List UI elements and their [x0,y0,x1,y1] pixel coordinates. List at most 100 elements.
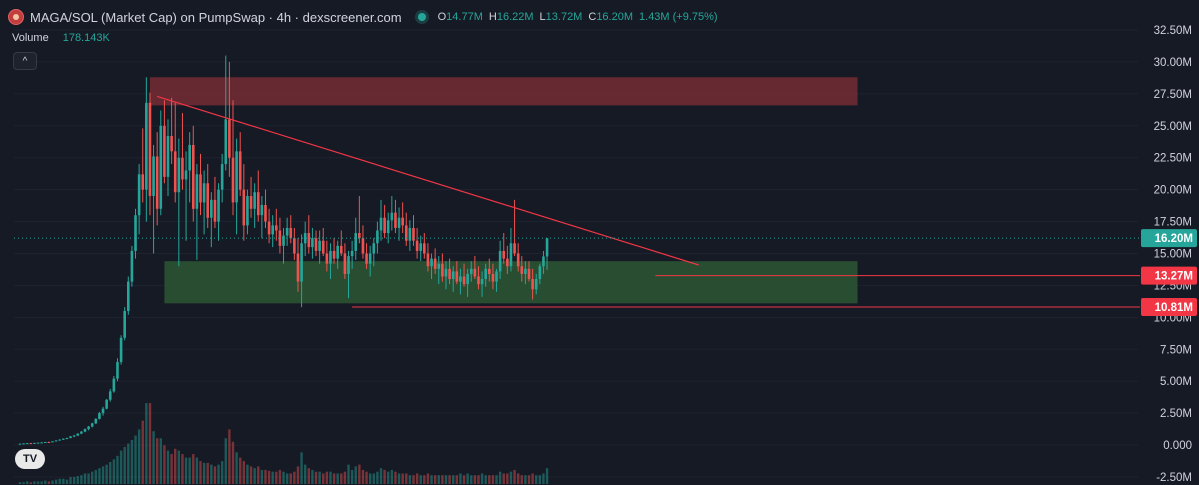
candle-body [488,268,491,274]
volume-bar [235,452,238,484]
live-status-icon [417,13,426,21]
candle-body [87,426,90,430]
volume-bar [33,481,36,484]
candle [173,102,177,203]
resistance-zone [149,77,858,106]
candle-body [390,212,394,221]
candle-body [498,250,502,272]
volume-bar [275,471,278,484]
candle [354,217,358,260]
volume-bar [65,479,69,484]
volume-bar [54,479,58,484]
candle-body [347,256,350,274]
y-tick-label: 7.50M [1160,344,1192,356]
candle-body [477,276,480,285]
volume-bar [448,475,451,484]
candle-body [451,271,455,280]
candle [264,189,267,228]
candle [145,77,148,222]
candle-body [166,136,170,177]
candle-body [293,238,296,254]
candle [527,261,531,282]
chart-title: MAGA/SOL (Market Cap) on PumpSwap · 4h ·… [30,9,402,25]
volume-bar [177,450,181,484]
candle [459,268,462,295]
candle [419,235,423,262]
volume-bar [473,475,477,484]
candle [235,138,238,235]
candle [134,208,137,259]
volume-bar [141,420,144,484]
volume-bar [239,457,242,484]
volume-bar [296,466,300,484]
candle-body [246,196,249,226]
volume-bar [390,469,394,484]
candle-body [469,268,473,274]
candle [22,443,25,445]
volume-bar [354,466,357,484]
y-tick-label: 15.00M [1154,249,1192,261]
candle [506,245,509,274]
close-value: 16.20M [596,11,634,23]
candle-body [430,258,433,267]
candle [502,233,506,264]
volume-bar [361,469,365,484]
candle [495,268,498,292]
candle-body [433,258,437,269]
candle-body [40,442,43,444]
candle [51,441,54,443]
candle [141,128,145,203]
candle-body [256,192,260,216]
candle-body [321,240,325,254]
candle-body [462,276,466,285]
candle-body [401,217,404,226]
candle [415,227,419,259]
volume-bar [246,464,249,484]
y-tick-label: 5.00M [1160,376,1192,388]
candle-body [130,250,134,282]
volume-bar [112,459,116,484]
volume-bar [480,473,484,484]
candle [397,207,401,241]
volume-bar [293,471,296,484]
candle [300,234,303,308]
volume-bar [127,443,130,484]
candle-body [509,243,513,267]
candle [513,199,516,257]
candle-body [206,183,210,218]
candle [29,442,33,445]
volume-bar [98,468,101,484]
candle-body [484,268,487,280]
candle [408,220,412,251]
candle-body [264,204,267,222]
candle-body [33,442,36,444]
candle [383,204,386,239]
low-value: 13.72M [545,11,583,23]
candle-body [516,253,520,267]
tradingview-logo[interactable]: TV [15,449,45,469]
candle [289,215,293,244]
collapse-legend-button[interactable]: ^ [13,52,37,70]
volume-bar [397,473,401,484]
candle [220,153,224,203]
price-tag: 13.27M [1141,266,1197,285]
volume-bar [109,462,112,484]
candle-body [98,413,101,419]
candle-body [285,227,289,236]
volume-bar [506,473,509,484]
candle-body [282,235,285,246]
candle [43,441,47,444]
volume-bar [332,473,336,484]
candle [462,263,466,287]
volume-bar [513,469,516,484]
candle-body [495,271,498,282]
volume-bar [433,475,437,484]
candle [195,164,199,260]
candle [271,215,274,248]
candle [538,263,542,285]
candle [325,240,329,272]
volume-bar [314,471,318,484]
candle [318,230,321,264]
